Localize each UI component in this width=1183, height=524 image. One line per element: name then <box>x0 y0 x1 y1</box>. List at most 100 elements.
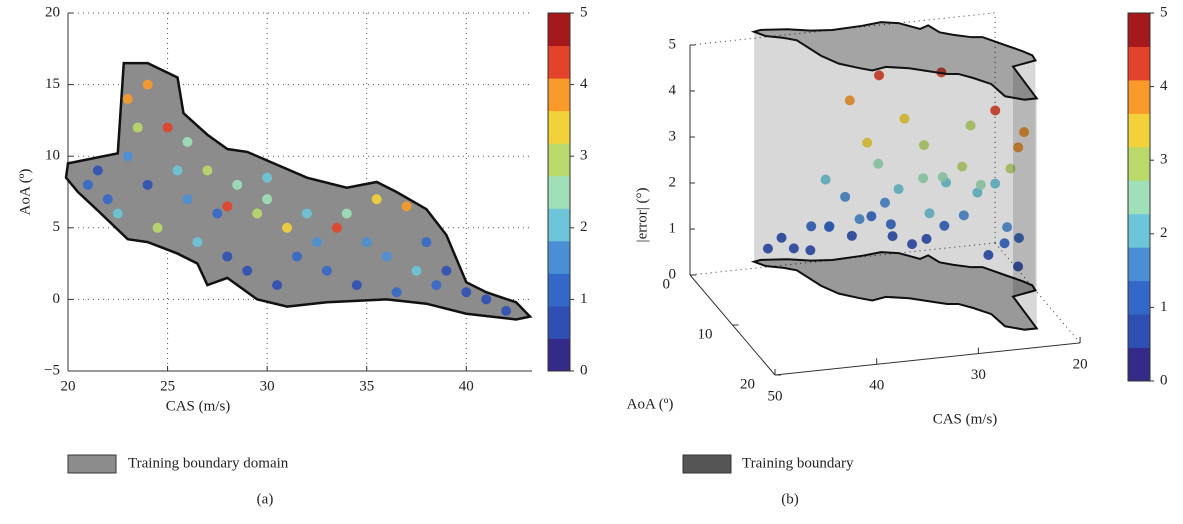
data-point <box>232 179 243 190</box>
data-point <box>862 137 873 148</box>
data-point <box>1002 222 1013 233</box>
box-edge <box>994 242 1081 344</box>
data-point <box>331 222 342 233</box>
colorbar-band <box>548 45 570 79</box>
boundary-wall <box>765 35 784 268</box>
data-point <box>351 280 362 291</box>
y-axis-title: AoA (º) <box>627 396 674 412</box>
colorbar-band <box>1128 314 1150 349</box>
data-point <box>1013 232 1024 243</box>
data-point <box>381 251 392 262</box>
data-point <box>983 249 994 260</box>
data-point <box>282 222 293 233</box>
y-tick-label: 5 <box>53 219 61 235</box>
boundary-wall <box>783 37 797 271</box>
data-point <box>481 294 492 305</box>
legend-label: Training boundary <box>742 455 854 471</box>
data-point <box>1005 163 1016 174</box>
data-point <box>182 194 193 205</box>
colorbar-tick-label: 1 <box>1160 299 1168 315</box>
data-point <box>899 113 910 124</box>
boundary-wall <box>796 40 821 286</box>
box-edge <box>689 12 996 46</box>
z-tick-label: 2 <box>669 174 677 190</box>
data-point <box>202 165 213 176</box>
data-point <box>401 201 412 212</box>
boundary-wall <box>934 72 948 305</box>
data-point <box>82 179 93 190</box>
data-point <box>975 179 986 190</box>
data-point <box>1013 142 1024 153</box>
boundary-wall <box>1006 45 1022 281</box>
x-tick-label: 40 <box>869 378 884 394</box>
colorbar-band <box>1128 213 1150 248</box>
data-point <box>918 140 929 151</box>
data-point <box>292 251 303 262</box>
data-point <box>990 178 1001 189</box>
data-point <box>391 287 402 298</box>
colorbar-tick-label: 3 <box>580 148 588 164</box>
boundary-wall <box>810 30 833 261</box>
data-point <box>122 93 133 104</box>
x-tick-label: 20 <box>61 378 76 394</box>
colorbar-band <box>1128 146 1150 181</box>
x-tick-label: 30 <box>260 378 275 394</box>
data-point <box>820 174 831 185</box>
colorbar-tick-label: 4 <box>1160 78 1168 94</box>
data-point <box>958 210 969 221</box>
data-point <box>893 184 904 195</box>
data-point <box>421 237 432 248</box>
data-point <box>242 265 253 276</box>
colorbar-tick-label: 4 <box>580 76 588 92</box>
data-point <box>788 243 799 254</box>
legend-swatch <box>682 454 732 474</box>
colorbar-band <box>548 143 570 177</box>
data-point <box>262 194 273 205</box>
axis-line <box>774 342 1081 376</box>
data-point <box>937 171 948 182</box>
x-axis-title: CAS (m/s) <box>166 398 231 414</box>
data-point <box>341 208 352 219</box>
boundary-wall <box>760 29 788 260</box>
data-point <box>102 194 113 205</box>
data-point <box>879 197 890 208</box>
data-point <box>172 165 183 176</box>
z-tick-label: 0 <box>669 266 677 282</box>
data-point <box>854 214 865 225</box>
y-tick-label: 0 <box>663 276 671 292</box>
y-tick-label: 10 <box>45 148 60 164</box>
data-point <box>222 201 233 212</box>
boundary-wall <box>1024 98 1037 330</box>
y-tick-label: 20 <box>45 4 60 20</box>
data-point <box>112 208 123 219</box>
x-tick-label: 40 <box>459 378 474 394</box>
data-point <box>844 95 855 106</box>
data-point <box>441 265 452 276</box>
data-point <box>262 172 273 183</box>
boundary-wall <box>754 29 761 262</box>
data-point <box>918 173 929 184</box>
colorbar-tick-label: 1 <box>580 291 588 307</box>
boundary-wall <box>820 55 839 294</box>
colorbar-band <box>548 208 570 242</box>
boundary-wall <box>787 29 811 261</box>
colorbar-band <box>548 13 570 47</box>
colorbar-band <box>548 273 570 307</box>
legend-label: Training boundary domain <box>128 455 289 471</box>
data-point <box>431 280 442 291</box>
y-tick-label: 15 <box>45 76 60 92</box>
data-point <box>272 280 283 291</box>
boundary-wall <box>958 73 973 308</box>
data-point <box>92 165 103 176</box>
boundary-wall <box>832 25 863 261</box>
z-tick-label: 5 <box>669 36 677 52</box>
data-point <box>411 265 422 276</box>
data-point <box>972 187 983 198</box>
data-point <box>887 231 898 242</box>
data-point <box>182 136 193 147</box>
boundary-wall <box>1021 50 1033 286</box>
data-point <box>874 70 885 81</box>
caption: (a) <box>257 491 274 507</box>
boundary-wall <box>1032 55 1036 291</box>
data-point <box>776 232 787 243</box>
